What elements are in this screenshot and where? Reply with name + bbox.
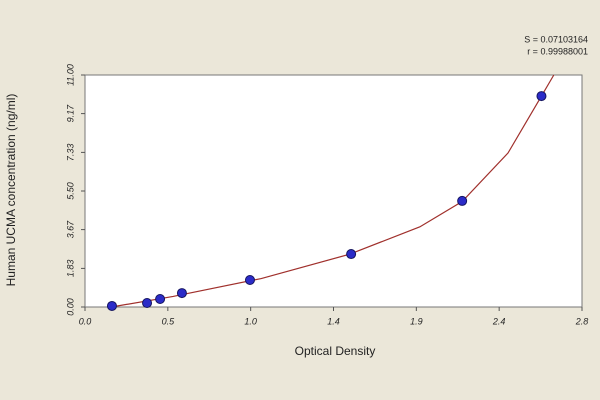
- data-point: [346, 249, 357, 260]
- y-tick-label: 9.17: [65, 104, 75, 123]
- annotation: r = 0.99988001: [527, 46, 588, 56]
- plot-area: [84, 74, 583, 308]
- data-point: [176, 288, 187, 299]
- y-tick-label: 11.00: [65, 64, 75, 86]
- x-tick-label: 1.4: [327, 316, 340, 326]
- data-point: [536, 91, 547, 102]
- annotation: S = 0.07103164: [524, 34, 588, 44]
- y-tick-label: 0.00: [65, 298, 75, 316]
- x-tick-label: 0.0: [79, 316, 92, 326]
- y-tick-label: 3.67: [65, 220, 75, 239]
- x-axis-label: Optical Density: [295, 344, 376, 358]
- y-axis-label: Human UCMA concentration (ng/ml): [4, 94, 18, 287]
- y-tick-label: 7.33: [65, 144, 75, 162]
- x-tick-label: 1.9: [410, 316, 423, 326]
- data-point: [106, 300, 117, 311]
- fit-curve: [111, 74, 555, 308]
- x-tick-label: 2.4: [492, 316, 506, 326]
- x-tick-label: 2.8: [575, 316, 589, 326]
- data-point: [142, 297, 153, 308]
- x-tick-label: 1.0: [244, 316, 257, 326]
- data-point: [457, 195, 468, 206]
- x-tick-label: 0.5: [162, 316, 176, 326]
- y-tick-label: 5.50: [65, 182, 75, 200]
- data-point: [155, 293, 166, 304]
- y-tick-label: 1.83: [65, 260, 75, 278]
- data-point: [244, 275, 255, 286]
